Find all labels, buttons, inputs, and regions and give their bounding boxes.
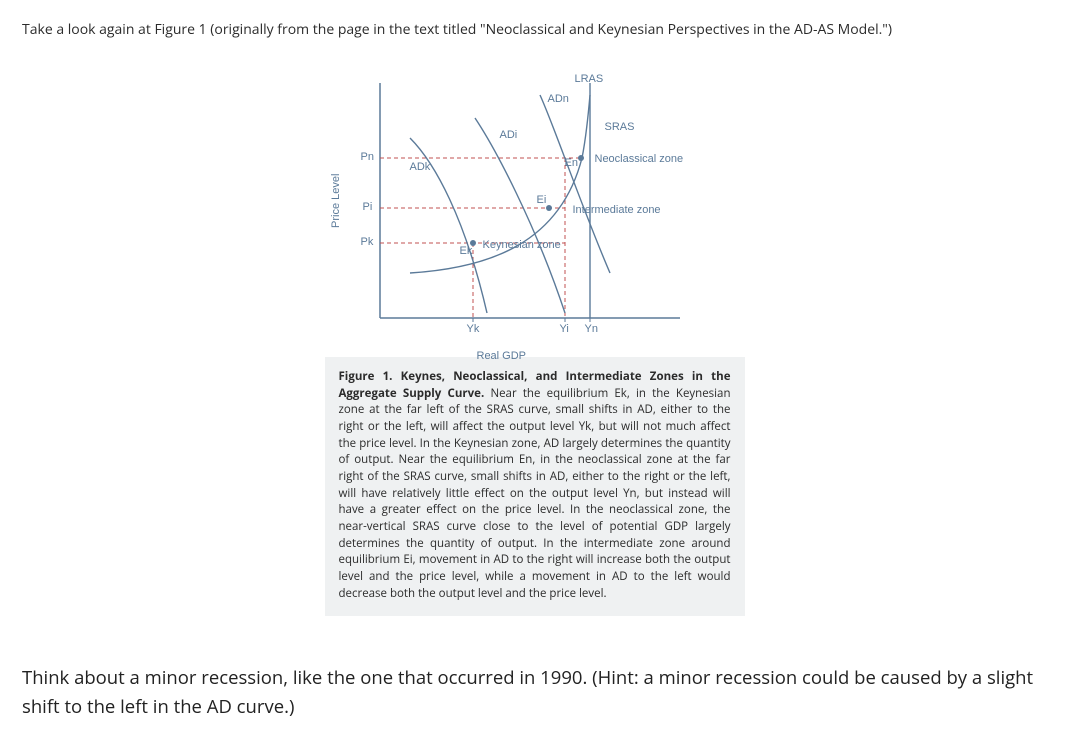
chart: LRAS SRAS ADk ADi ADn Pn Pi Pk Ek Ei En Neoclassica… [325, 73, 745, 343]
chart-label-neo: Neoclassical zone [595, 153, 684, 165]
intro-text: Take a look again at Figure 1 (originall… [22, 20, 1047, 39]
chart-label-yn_t: Yn [585, 323, 598, 335]
figure: LRAS SRAS ADk ADi ADn Pn Pi Pk Ek Ei En Neoclassica… [325, 73, 745, 616]
chart-label-pk: Pk [361, 236, 374, 248]
chart-label-adn: ADn [548, 93, 569, 105]
chart-label-ei: Ei [537, 194, 547, 206]
chart-label-yi_t: Yi [560, 323, 569, 335]
chart-svg [325, 73, 745, 343]
chart-label-keyn: Keynesian zone [483, 239, 561, 251]
chart-label-yk_t: Yk [467, 323, 480, 335]
chart-label-inter: Intermediate zone [573, 204, 661, 216]
chart-label-adk: ADk [410, 161, 431, 173]
chart-label-adi: ADi [500, 129, 518, 141]
page: Take a look again at Figure 1 (originall… [0, 0, 1069, 750]
question-text: Think about a minor recession, like the … [22, 664, 1047, 721]
chart-label-sras: SRAS [605, 121, 635, 133]
chart-label-ek: Ek [460, 245, 473, 257]
chart-label-yaxis: Price Level [330, 174, 342, 228]
chart-label-pi: Pi [363, 201, 373, 213]
figure-caption: Figure 1. Keynes, Neoclassical, and Inte… [325, 357, 745, 616]
chart-label-en: En [565, 157, 578, 169]
chart-label-pn: Pn [361, 151, 374, 163]
chart-label-lras: LRAS [575, 73, 604, 85]
chart-label-xaxis: Real GDP [477, 350, 527, 362]
caption-rest: Near the equilibrium Ek, in the Keynesia… [339, 386, 731, 601]
